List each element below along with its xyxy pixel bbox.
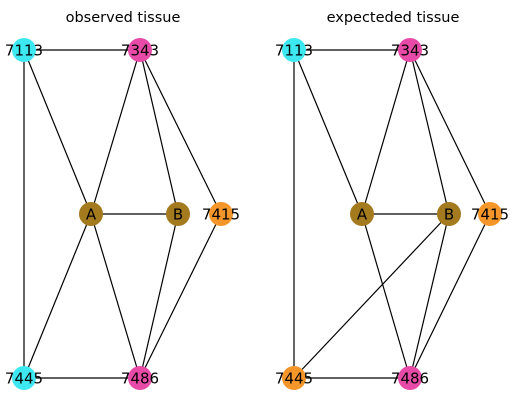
node-7415: 7415 [202,202,240,226]
edge-7343-B [139,49,179,215]
node-7445: 7445 [275,366,313,390]
node-label: 7113 [5,42,43,60]
edge-7343-B [409,49,450,215]
node-B: B [437,202,461,226]
node-circle [128,38,152,62]
panel-title: observed tissue [66,10,181,26]
edge-7415-7486 [409,213,491,379]
node-7113: 7113 [275,38,313,62]
node-label: A [86,206,97,224]
edge-A-7486 [90,213,141,379]
node-label: 7486 [391,370,429,388]
node-circle [282,366,306,390]
node-label: 7415 [471,206,509,224]
node-label: B [173,206,183,224]
node-label: B [444,206,454,224]
node-circle [350,202,374,226]
node-7486: 7486 [391,366,429,390]
node-B: B [166,202,190,226]
node-circle [282,38,306,62]
node-label: 7113 [275,42,313,60]
edge-7415-7486 [139,213,222,379]
edge-7343-A [90,49,141,215]
edge-B-7445 [293,213,450,379]
node-7113: 7113 [5,38,43,62]
node-circle [398,38,422,62]
node-label: 7343 [121,42,159,60]
node-circle [166,202,190,226]
node-7486: 7486 [121,366,159,390]
node-A: A [350,202,374,226]
node-label: 7445 [5,370,43,388]
edge-layer [23,49,222,379]
edge-A-7445 [23,213,92,379]
edge-7113-A [293,49,363,215]
edge-B-7486 [409,213,450,379]
node-circle [79,202,103,226]
node-7445: 7445 [5,366,43,390]
node-circle [12,38,36,62]
node-layer: 7113 7343 A B 7415 7445 7486 [5,38,240,390]
node-circle [478,202,502,226]
node-label: 7445 [275,370,313,388]
node-7343: 7343 [391,38,429,62]
node-7415: 7415 [471,202,509,226]
node-7343: 7343 [121,38,159,62]
edge-layer [293,49,491,379]
edge-7343-A [361,49,411,215]
node-circle [12,366,36,390]
node-label: A [357,206,368,224]
node-label: 7343 [391,42,429,60]
panel-expected-tissue: expecteded tissue 7113 7343 A B 7415 7445 7486 [275,10,509,390]
edge-A-7486 [361,213,411,379]
node-circle [398,366,422,390]
node-A: A [79,202,103,226]
edge-B-7486 [139,213,179,379]
edge-7343-7415 [139,49,222,215]
panel-observed-tissue: observed tissue 7113 7343 A B 7415 7445 7486 [5,10,240,390]
node-label: 7415 [202,206,240,224]
node-circle [128,366,152,390]
panel-title: expecteded tissue [327,10,460,26]
edge-7343-7415 [409,49,491,215]
node-circle [209,202,233,226]
edge-7113-A [23,49,92,215]
node-circle [437,202,461,226]
node-layer: 7113 7343 A B 7415 7445 7486 [275,38,509,390]
node-label: 7486 [121,370,159,388]
